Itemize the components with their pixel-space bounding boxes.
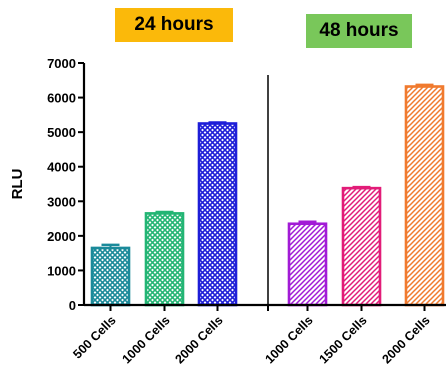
x-tick-label: 1000 Cells bbox=[262, 313, 315, 366]
y-tick-label: 2000 bbox=[47, 229, 76, 244]
bar-1-0 bbox=[287, 222, 328, 307]
bar-0-2 bbox=[197, 122, 238, 307]
x-tick-label: 2000 Cells bbox=[172, 313, 225, 366]
x-tick-label: 2000 Cells bbox=[379, 313, 432, 366]
y-axis-label: RLU bbox=[9, 169, 26, 200]
bars-layer bbox=[90, 83, 445, 307]
x-tick-label: 500 Cells bbox=[70, 313, 118, 361]
y-tick-label: 1000 bbox=[47, 263, 76, 278]
y-tick-label: 3000 bbox=[47, 194, 76, 209]
x-tick-label: 1000 Cells bbox=[119, 313, 172, 366]
bar-0-1 bbox=[144, 212, 185, 307]
y-tick-label: 4000 bbox=[47, 160, 76, 175]
bar-1-1 bbox=[341, 186, 382, 307]
y-tick-label: 0 bbox=[69, 298, 76, 313]
y-tick-label: 7000 bbox=[47, 56, 76, 71]
bar-1-2 bbox=[404, 85, 445, 307]
y-tick-label: 5000 bbox=[47, 125, 76, 140]
x-tick-label: 1500 Cells bbox=[316, 313, 369, 366]
y-tick-label: 6000 bbox=[47, 91, 76, 106]
axes-layer: 500 Cells 1000 Cells 2000 Cells 1000 Cells 1… bbox=[47, 56, 446, 366]
group-label-48-hours: 48 hours bbox=[306, 14, 412, 48]
group-label-24-hours: 24 hours bbox=[115, 8, 233, 42]
bar-0-0 bbox=[90, 246, 131, 307]
